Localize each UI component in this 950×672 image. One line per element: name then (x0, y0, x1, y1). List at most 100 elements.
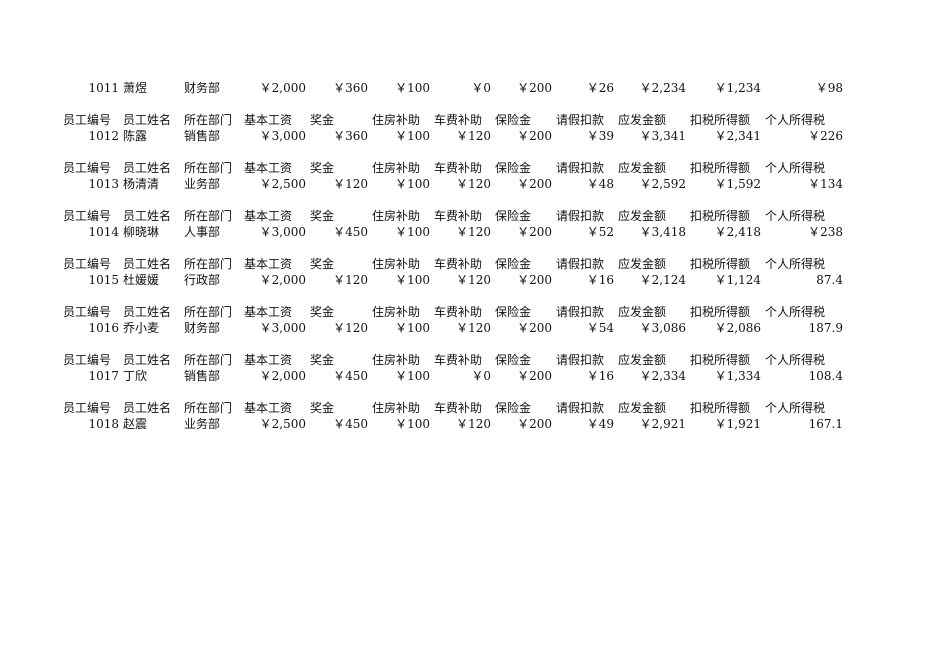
header-base-salary: 基本工资 (244, 305, 293, 319)
cell-leave-deduction: ￥52 (586, 225, 614, 239)
header-transport-allowance: 车费补助 (434, 161, 483, 175)
header-leave-deduction: 请假扣款 (556, 161, 605, 175)
spacer-row (61, 240, 845, 256)
header-base-salary: 基本工资 (244, 161, 293, 175)
table-row: 1012 陈露 销售部 ￥3,000 ￥360 ￥100 ￥120 ￥200 ￥39 ￥3,341… (61, 128, 845, 144)
cell-base-salary: ￥2,000 (259, 81, 306, 95)
table-row: 1015 杜媛媛 行政部 ￥2,000 ￥120 ￥100 ￥120 ￥200 ￥16 ￥2,12… (61, 272, 845, 288)
cell-bonus: ￥450 (333, 369, 368, 383)
cell-leave-deduction: ￥49 (586, 417, 614, 431)
cell-housing-allowance: ￥100 (395, 273, 430, 287)
cell-income-tax: ￥134 (808, 177, 843, 191)
cell-base-salary: ￥3,000 (259, 321, 306, 335)
cell-bonus: ￥450 (333, 225, 368, 239)
cell-transport-allowance: ￥120 (456, 417, 491, 431)
cell-housing-allowance: ￥100 (395, 225, 430, 239)
cell-employee-name: 萧煜 (123, 81, 148, 95)
header-gross-pay: 应发金额 (618, 401, 667, 415)
header-income-tax: 个人所得税 (765, 401, 826, 415)
cell-employee-id: 1012 (88, 129, 119, 143)
cell-employee-id: 1017 (88, 369, 119, 383)
cell-income-tax: 167.1 (808, 417, 843, 431)
spacer-row (61, 384, 845, 400)
header-transport-allowance: 车费补助 (434, 257, 483, 271)
cell-taxable-income: ￥2,341 (714, 129, 761, 143)
spacer-row (61, 192, 845, 208)
header-bonus: 奖金 (310, 353, 335, 367)
header-bonus: 奖金 (310, 401, 335, 415)
cell-bonus: ￥120 (333, 177, 368, 191)
header-department: 所在部门 (184, 209, 233, 223)
header-gross-pay: 应发金额 (618, 209, 667, 223)
cell-transport-allowance: ￥120 (456, 225, 491, 239)
header-gross-pay: 应发金额 (618, 113, 667, 127)
header-housing-allowance: 住房补助 (372, 257, 421, 271)
header-row: 员工编号 员工姓名 所在部门 基本工资 奖金 住房补助 车费补助 保险金 请假扣款 应发金额 扣税所… (61, 352, 845, 368)
cell-insurance: ￥200 (517, 369, 552, 383)
cell-employee-name: 陈露 (123, 129, 148, 143)
cell-transport-allowance: ￥120 (456, 273, 491, 287)
header-base-salary: 基本工资 (244, 401, 293, 415)
header-base-salary: 基本工资 (244, 353, 293, 367)
header-department: 所在部门 (184, 113, 233, 127)
header-row: 员工编号 员工姓名 所在部门 基本工资 奖金 住房补助 车费补助 保险金 请假扣款 应发金额 扣税所… (61, 112, 845, 128)
header-taxable-income: 扣税所得额 (690, 161, 751, 175)
table-row: 1017 丁欣 销售部 ￥2,000 ￥450 ￥100 ￥0 ￥200 ￥16 ￥2,334 ￥1… (61, 368, 845, 384)
header-taxable-income: 扣税所得额 (690, 209, 751, 223)
header-employee-name: 员工姓名 (123, 401, 172, 415)
cell-income-tax: ￥226 (808, 129, 843, 143)
header-employee-id: 员工编号 (63, 209, 112, 223)
cell-employee-name: 柳晓琳 (123, 225, 160, 239)
header-leave-deduction: 请假扣款 (556, 209, 605, 223)
cell-bonus: ￥120 (333, 273, 368, 287)
cell-insurance: ￥200 (517, 225, 552, 239)
cell-employee-id: 1011 (88, 81, 119, 95)
header-insurance: 保险金 (495, 353, 532, 367)
spacer-row (61, 336, 845, 352)
header-housing-allowance: 住房补助 (372, 209, 421, 223)
header-base-salary: 基本工资 (244, 209, 293, 223)
cell-gross-pay: ￥3,086 (639, 321, 686, 335)
spacer-row (61, 288, 845, 304)
cell-taxable-income: ￥2,418 (714, 225, 761, 239)
header-income-tax: 个人所得税 (765, 161, 826, 175)
cell-income-tax: ￥238 (808, 225, 843, 239)
header-taxable-income: 扣税所得额 (690, 353, 751, 367)
header-employee-name: 员工姓名 (123, 209, 172, 223)
cell-base-salary: ￥3,000 (259, 225, 306, 239)
cell-department: 业务部 (184, 417, 221, 431)
cell-insurance: ￥200 (517, 81, 552, 95)
cell-housing-allowance: ￥100 (395, 369, 430, 383)
cell-income-tax: 108.4 (808, 369, 843, 383)
header-leave-deduction: 请假扣款 (556, 401, 605, 415)
cell-transport-allowance: ￥120 (456, 129, 491, 143)
cell-leave-deduction: ￥26 (586, 81, 614, 95)
header-employee-name: 员工姓名 (123, 113, 172, 127)
cell-base-salary: ￥2,500 (259, 417, 306, 431)
cell-leave-deduction: ￥39 (586, 129, 614, 143)
cell-department: 业务部 (184, 177, 221, 191)
header-row: 员工编号 员工姓名 所在部门 基本工资 奖金 住房补助 车费补助 保险金 请假扣款 应发金额 扣税所… (61, 256, 845, 272)
header-row: 员工编号 员工姓名 所在部门 基本工资 奖金 住房补助 车费补助 保险金 请假扣款 应发金额 扣税所… (61, 304, 845, 320)
header-bonus: 奖金 (310, 305, 335, 319)
cell-employee-id: 1013 (88, 177, 119, 191)
cell-taxable-income: ￥1,234 (714, 81, 761, 95)
header-income-tax: 个人所得税 (765, 305, 826, 319)
header-income-tax: 个人所得税 (765, 209, 826, 223)
cell-employee-id: 1018 (88, 417, 119, 431)
header-department: 所在部门 (184, 353, 233, 367)
table-row: 1011 萧煜 财务部 ￥2,000 ￥360 ￥100 ￥0 ￥200 ￥26 ￥2,234 ￥1… (61, 80, 845, 96)
header-housing-allowance: 住房补助 (372, 401, 421, 415)
cell-transport-allowance: ￥120 (456, 177, 491, 191)
header-base-salary: 基本工资 (244, 113, 293, 127)
cell-income-tax: 87.4 (816, 273, 843, 287)
header-base-salary: 基本工资 (244, 257, 293, 271)
header-insurance: 保险金 (495, 209, 532, 223)
cell-department: 行政部 (184, 273, 221, 287)
header-employee-id: 员工编号 (63, 257, 112, 271)
header-leave-deduction: 请假扣款 (556, 113, 605, 127)
header-gross-pay: 应发金额 (618, 353, 667, 367)
header-department: 所在部门 (184, 305, 233, 319)
cell-department: 销售部 (184, 129, 221, 143)
cell-department: 财务部 (184, 81, 221, 95)
